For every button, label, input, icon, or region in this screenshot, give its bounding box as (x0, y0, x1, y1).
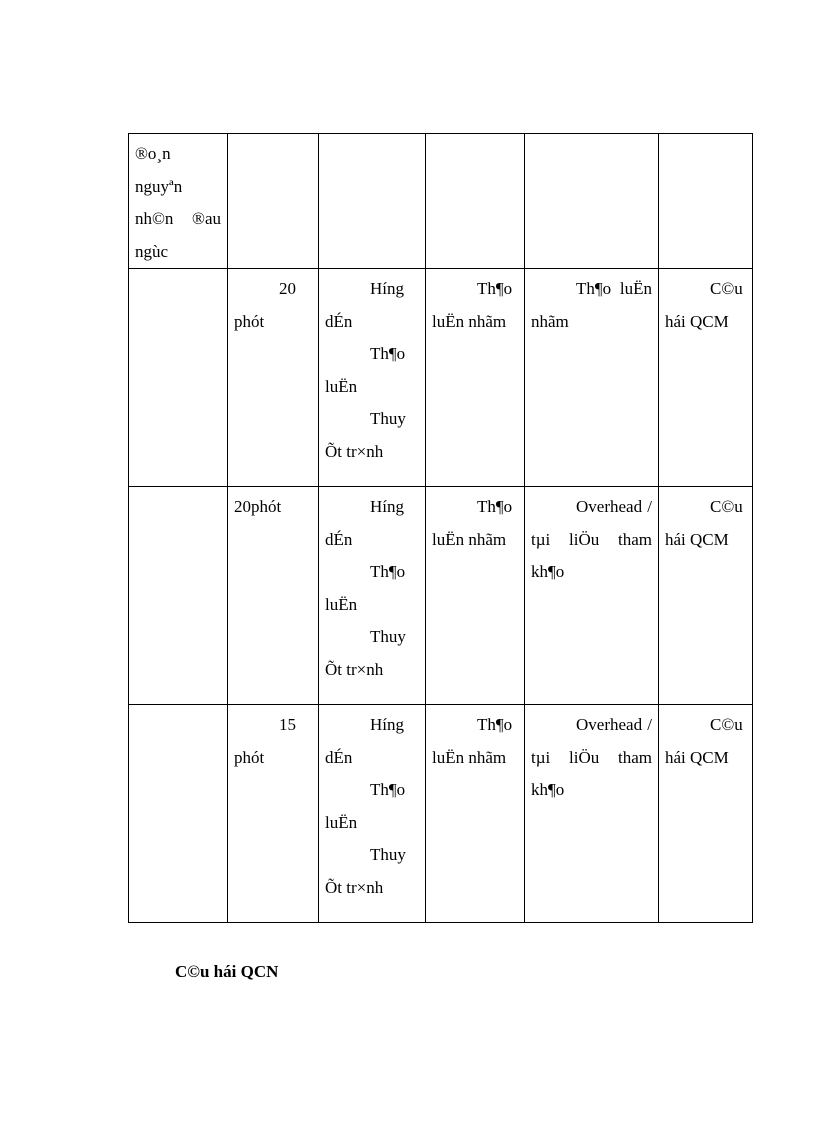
cell-text: H­íng dÉn (325, 715, 404, 767)
table-cell: Th¶o luËn nhãm (425, 704, 525, 923)
cell-text: C©u hái QCM (665, 497, 743, 549)
table-cell: C©u hái QCM (658, 704, 753, 923)
cell-text: Th¶o luËn nhãm (432, 279, 513, 331)
cell-text: 20 phót (234, 279, 296, 331)
table-row: ®o¸n nguyªn nh©n ®au ngùc (128, 133, 753, 269)
cell-text: Thuy Õt tr×nh (325, 409, 406, 461)
cell-text: Th¶o luËn (325, 780, 406, 832)
cell-text: Th¶o luËn (325, 562, 406, 614)
cell-text: Thuy Õt tr×nh (325, 845, 406, 897)
cell-text: Th¶o luËn nhãm (432, 715, 513, 767)
table-cell: ®o¸n nguyªn nh©n ®au ngùc (128, 133, 228, 269)
cell-text: Th¶o luËn nhãm (531, 279, 652, 331)
cell-text: H­íng dÉn (325, 497, 404, 549)
cell-text: Overhead / tµi liÖu tham kh¶o (531, 715, 652, 799)
table-cell (128, 268, 228, 487)
table-cell: 20phót (227, 486, 319, 705)
table-cell: H­íng dÉn Th¶o luËn Thuy Õt tr×nh (318, 486, 426, 705)
table-cell (227, 133, 319, 269)
cell-text: Thuy Õt tr×nh (325, 627, 406, 679)
table-cell (128, 486, 228, 705)
table-cell: H­íng dÉn Th¶o luËn Thuy Õt tr×nh (318, 268, 426, 487)
table-cell: H­íng dÉn Th¶o luËn Thuy Õt tr×nh (318, 704, 426, 923)
table-row: 15 phót H­íng dÉn Th¶o luËn Thuy Õt tr×nh Th… (128, 704, 753, 923)
table-cell: 15 phót (227, 704, 319, 923)
table-cell (658, 133, 753, 269)
table-cell: Th¶o luËn nhãm (425, 486, 525, 705)
table-cell: Th¶o luËn nhãm (425, 268, 525, 487)
cell-text: Th¶o luËn nhãm (432, 497, 513, 549)
table-cell: Th¶o luËn nhãm (524, 268, 659, 487)
lesson-plan-table: ®o¸n nguyªn nh©n ®au ngùc 20 phót H­íng dÉ… (128, 133, 753, 923)
table-cell: Overhead / tµi liÖu tham kh¶o (524, 486, 659, 705)
table-cell (318, 133, 426, 269)
cell-text: ®o¸n nguyªn nh©n ®au ngùc (135, 144, 221, 261)
table-cell: Overhead / tµi liÖu tham kh¶o (524, 704, 659, 923)
cell-text: Th¶o luËn (325, 344, 406, 396)
table-cell: 20 phót (227, 268, 319, 487)
table-cell: C©u hái QCM (658, 486, 753, 705)
table-cell (425, 133, 525, 269)
table-row: 20phót H­íng dÉn Th¶o luËn Thuy Õt tr×nh Th¶… (128, 486, 753, 705)
cell-text: C©u hái QCM (665, 279, 743, 331)
cell-text: 20phót (234, 497, 282, 516)
cell-text: Overhead / tµi liÖu tham kh¶o (531, 497, 652, 581)
cell-text: H­íng dÉn (325, 279, 404, 331)
cell-text: 15 phót (234, 715, 296, 767)
table-row: 20 phót H­íng dÉn Th¶o luËn Thuy Õt tr×nh Th… (128, 268, 753, 487)
table-cell (524, 133, 659, 269)
section-heading: C©u hái QCN (175, 962, 279, 981)
cell-text: C©u hái QCM (665, 715, 743, 767)
table-cell: C©u hái QCM (658, 268, 753, 487)
table-cell (128, 704, 228, 923)
